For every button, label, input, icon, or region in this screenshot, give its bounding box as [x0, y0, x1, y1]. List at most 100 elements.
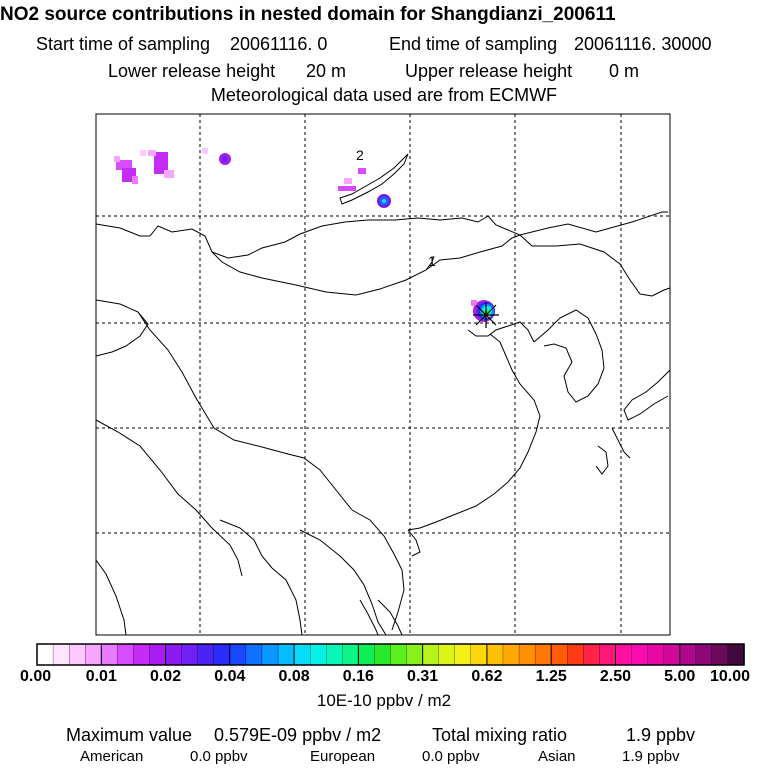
coast-thailand-gulf — [359, 599, 379, 635]
end-time-label: End time of sampling — [389, 34, 558, 54]
colorbar-cell — [181, 643, 199, 666]
colorbar-tick-label: 0.01 — [85, 668, 117, 685]
met-data-line: Meteorological data used are from ECMWF — [210, 85, 558, 105]
colorbar-cell — [583, 643, 601, 666]
colorbar-cell — [68, 643, 86, 666]
end-time-value: 20061116. 30000 — [574, 34, 712, 54]
colorbar-cell — [551, 643, 568, 666]
colorbar-tick-label: 0.08 — [278, 668, 310, 685]
colorbar-cell — [293, 643, 311, 666]
upper-release-label: Upper release height — [405, 61, 573, 81]
border-south-asia — [96, 419, 243, 577]
colorbar-cell — [277, 643, 295, 666]
coast-kyushu — [611, 427, 631, 459]
coast-bohai — [467, 321, 535, 343]
lower-release-label: Lower release height — [108, 61, 276, 81]
colorbar-cell — [390, 643, 408, 666]
coast-malay — [377, 599, 403, 635]
colorbar-cell — [52, 643, 70, 666]
colorbar-cell — [261, 643, 279, 666]
plume-baikal — [338, 168, 391, 208]
colorbar-cell — [245, 643, 263, 666]
coast-japan — [623, 369, 670, 421]
total-mixing-value: 1.9 ppbv — [626, 725, 696, 745]
station-marker — [473, 302, 499, 328]
plume-northwest — [114, 148, 231, 184]
colorbar-cell — [422, 643, 440, 666]
colorbar-cell — [695, 643, 713, 666]
colorbar-cell — [342, 643, 360, 666]
asian-label: Asian — [538, 748, 576, 765]
lower-release-value: 20 m — [306, 61, 347, 81]
colorbar-tick-label: 0.62 — [471, 668, 503, 685]
colorbar-cell — [727, 643, 745, 666]
coast-myanmar — [271, 567, 303, 635]
colorbar-tick-label: 0.31 — [407, 668, 439, 685]
coast-taiwan — [595, 445, 609, 475]
border-mongolia-north — [149, 211, 668, 259]
concentration-field — [114, 148, 495, 322]
map-title: NO2 source contributions in nested domai… — [0, 4, 616, 25]
colorbar-cell — [679, 643, 697, 666]
colorbar-tick-label: 2.50 — [599, 668, 632, 685]
colorbar-cell — [567, 643, 584, 666]
start-time-value: 20061116. 0 — [230, 34, 328, 54]
colorbar-tick-label: 0.02 — [149, 668, 182, 685]
border-china-northeast — [519, 234, 670, 297]
colorbar-cell — [229, 643, 247, 666]
colorbar-unit: 10E-10 ppbv / m2 — [316, 691, 452, 710]
american-label: American — [80, 748, 144, 765]
colorbar-frame — [36, 643, 745, 666]
start-time-label: Start time of sampling — [36, 34, 211, 54]
colorbar-cell — [711, 643, 729, 666]
colorbar-cell — [358, 643, 376, 666]
upper-release-value: 0 m — [609, 61, 640, 81]
colorbar-cell — [599, 643, 617, 666]
colorbar-cell — [438, 643, 456, 666]
border-bangladesh — [219, 519, 273, 569]
colorbar-cell — [663, 643, 681, 666]
map-frame — [95, 113, 671, 636]
colorbar-tick-label: 0.04 — [214, 668, 246, 685]
colorbar-cell — [197, 643, 215, 666]
coast-vietnam — [351, 509, 405, 631]
colorbar-tick-label: 1.25 — [535, 668, 567, 685]
colorbar-cell — [326, 643, 343, 666]
european-value: 0.0 ppbv — [422, 748, 480, 765]
colorbar-cell — [149, 643, 167, 666]
colorbar-cell — [406, 643, 424, 666]
colorbar-cell — [631, 643, 649, 666]
asian-value: 1.9 ppbv — [622, 748, 680, 765]
border-china-west — [96, 223, 150, 237]
colorbar-cell — [486, 643, 504, 666]
colorbar-cell — [374, 643, 392, 666]
coast-korea — [533, 309, 605, 403]
border-mongolia-south — [211, 234, 521, 296]
colorbar-cell — [213, 643, 231, 666]
coast-hainan — [407, 529, 421, 557]
colorbar-cell — [534, 643, 552, 666]
colorbar-cell — [85, 643, 102, 666]
colorbar-cell — [454, 643, 472, 666]
european-label: European — [310, 748, 376, 765]
max-value: 0.579E-09 ppbv / m2 — [214, 725, 382, 745]
contour-label-2: 2 — [356, 147, 364, 163]
colorbar-cell — [502, 643, 520, 666]
total-mixing-label: Total mixing ratio — [432, 725, 568, 745]
colorbar-tick-label: 0.00 — [20, 668, 52, 685]
american-value: 0.0 ppbv — [190, 748, 248, 765]
contour-label-1: 1 — [428, 253, 436, 269]
lake-baikal — [339, 153, 409, 205]
coast-india — [96, 559, 127, 635]
colorbar-cell — [615, 643, 633, 666]
border-china-southwest — [137, 311, 353, 511]
colorbar-cell — [117, 643, 135, 666]
coast-china-east — [407, 333, 541, 531]
colorbar-cell — [165, 643, 183, 666]
border-central-asia — [96, 299, 149, 357]
border-indochina — [299, 529, 387, 635]
south-mongolia-contour — [425, 255, 435, 271]
colorbar-cell — [518, 643, 536, 666]
